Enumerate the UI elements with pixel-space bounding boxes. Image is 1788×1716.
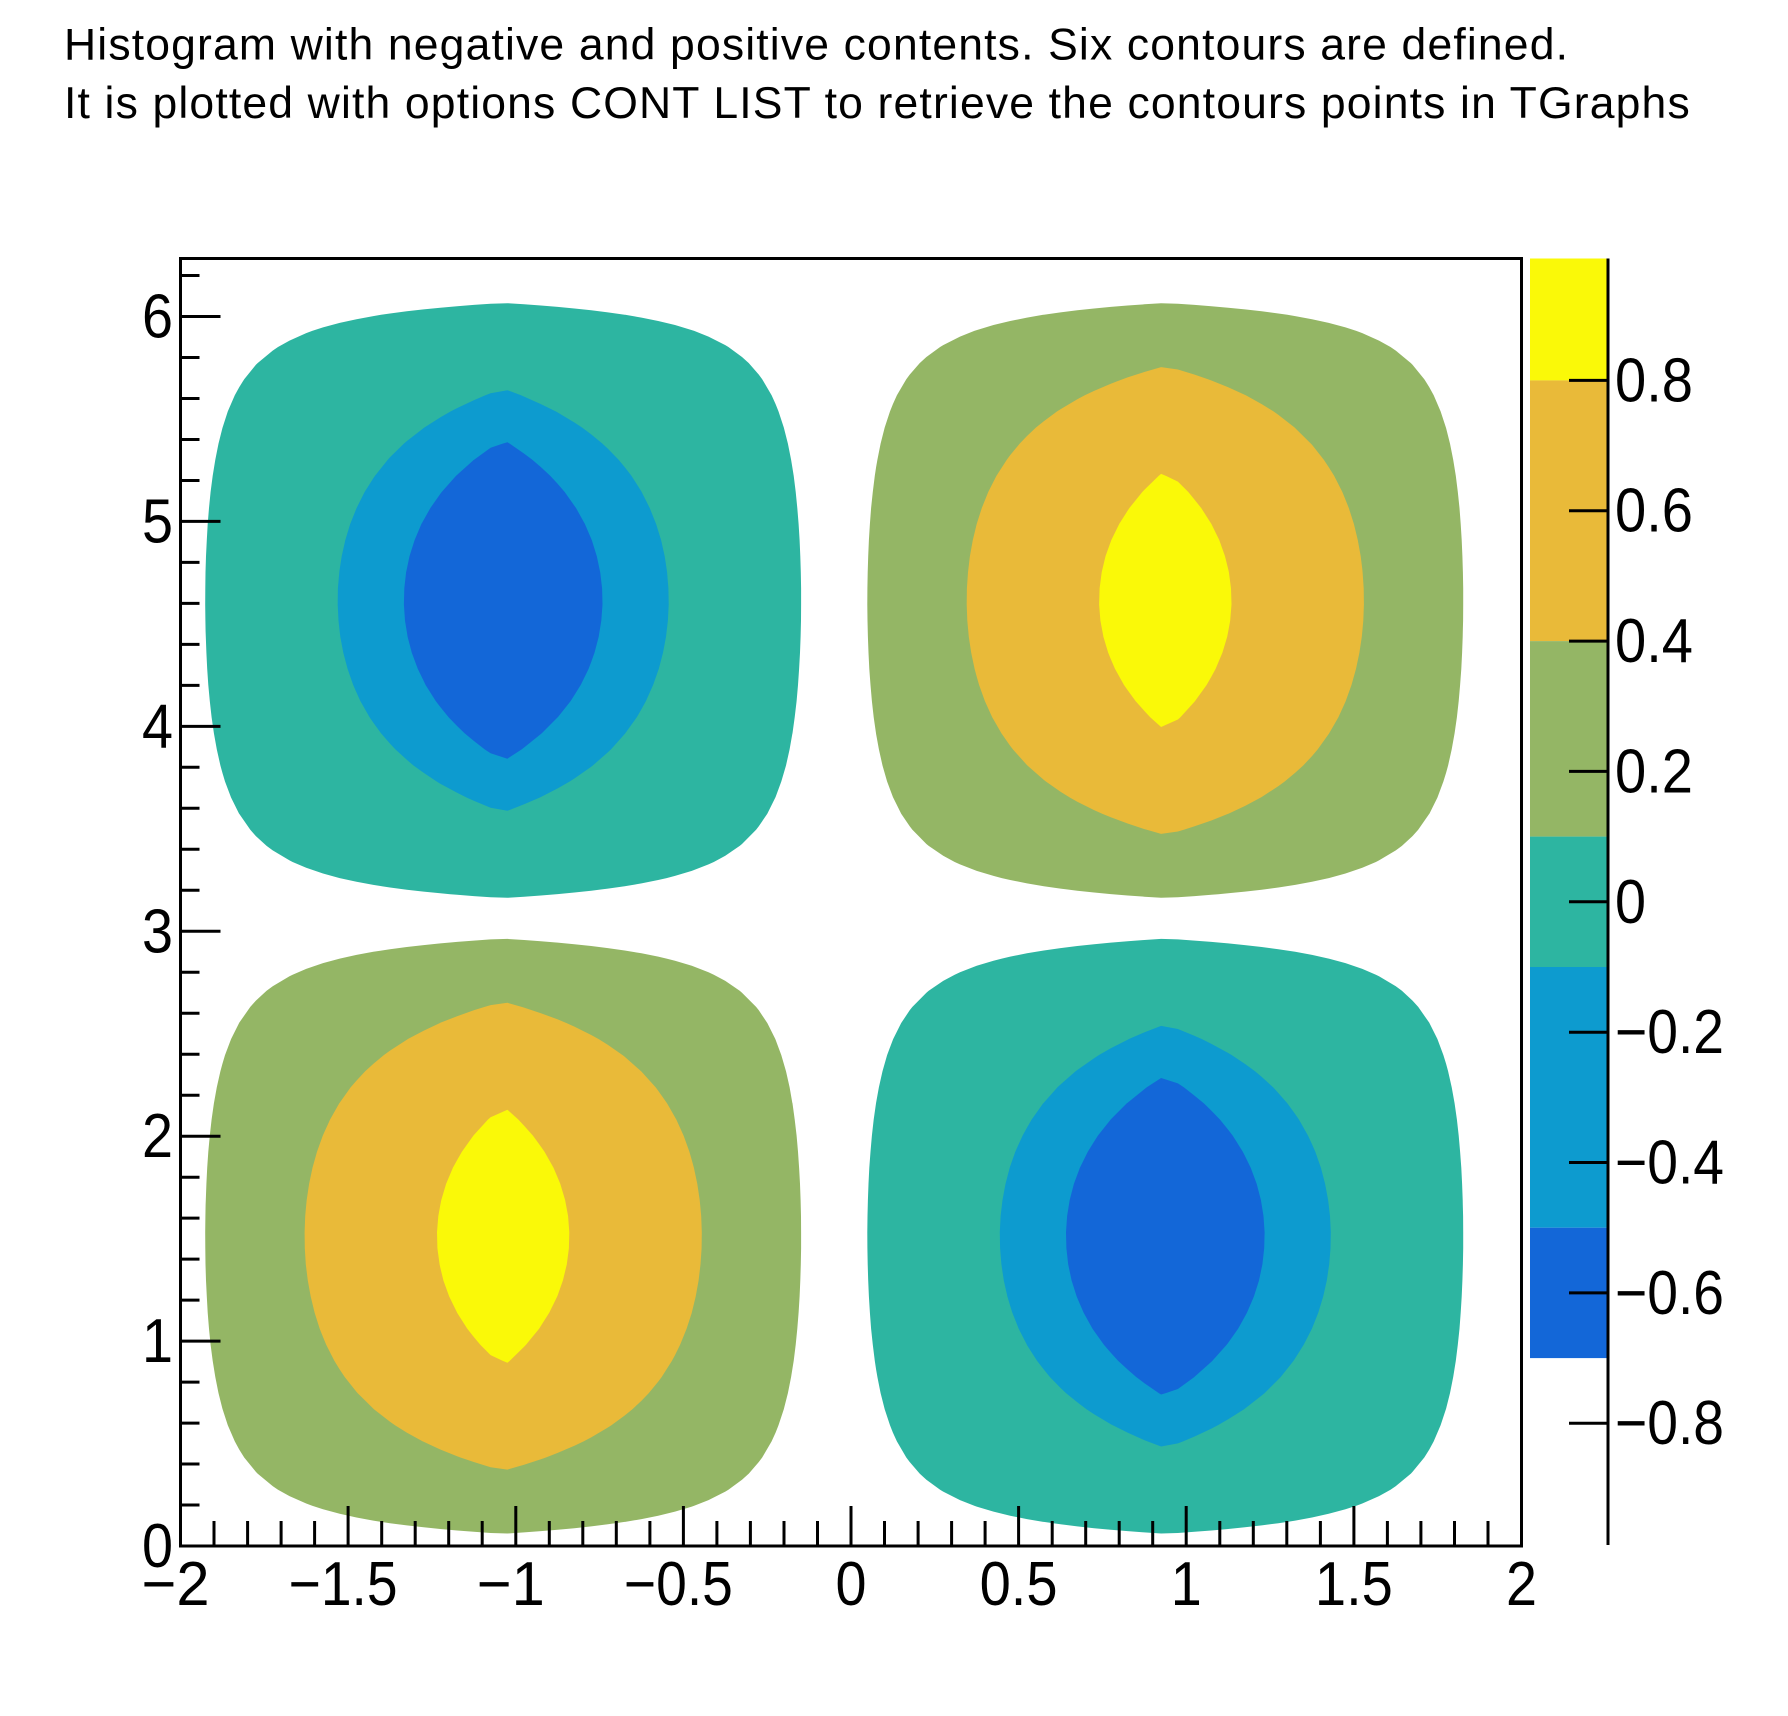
svg-text:0.8: 0.8: [1615, 346, 1693, 415]
svg-text:0.4: 0.4: [1615, 607, 1693, 676]
svg-text:3: 3: [142, 897, 173, 966]
svg-text:0: 0: [1615, 868, 1646, 937]
svg-text:2: 2: [1506, 1550, 1537, 1619]
svg-text:Histogram with negative and po: Histogram with negative and positive con…: [64, 21, 1569, 70]
svg-text:−2: −2: [142, 1550, 210, 1619]
svg-text:0.2: 0.2: [1615, 737, 1693, 806]
svg-text:It is plotted with options CON: It is plotted with options CONT LIST to …: [64, 79, 1691, 128]
svg-text:2: 2: [142, 1102, 173, 1171]
svg-text:0: 0: [836, 1550, 867, 1619]
svg-text:0.5: 0.5: [980, 1550, 1058, 1619]
svg-text:4: 4: [142, 692, 173, 761]
svg-text:−1: −1: [477, 1550, 545, 1619]
svg-text:−0.2: −0.2: [1615, 998, 1724, 1067]
svg-text:−0.4: −0.4: [1615, 1129, 1724, 1198]
svg-text:0: 0: [142, 1512, 173, 1581]
svg-text:6: 6: [142, 283, 173, 352]
svg-text:0.6: 0.6: [1615, 477, 1693, 546]
svg-text:−0.6: −0.6: [1615, 1259, 1724, 1328]
svg-text:5: 5: [142, 487, 173, 556]
svg-text:1: 1: [142, 1307, 173, 1376]
svg-text:1: 1: [1171, 1550, 1202, 1619]
svg-text:1.5: 1.5: [1315, 1550, 1393, 1619]
svg-text:−0.5: −0.5: [624, 1550, 733, 1619]
svg-text:−1.5: −1.5: [289, 1550, 398, 1619]
svg-text:−0.8: −0.8: [1615, 1389, 1724, 1458]
